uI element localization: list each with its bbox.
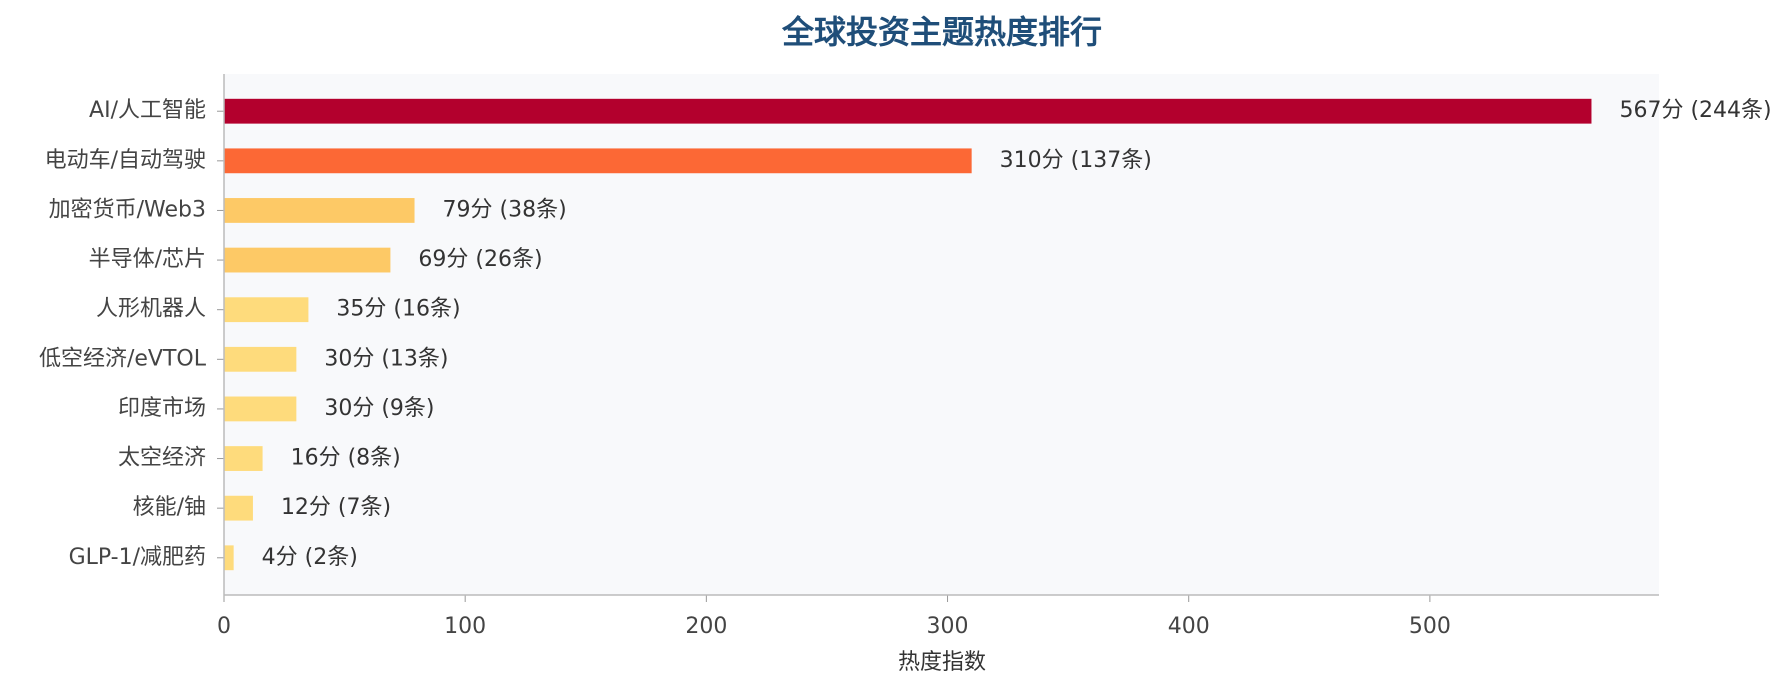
bar [224,545,234,571]
x-tick-label: 0 [217,614,231,639]
bar [224,98,1592,124]
y-tick-label: 半导体/芯片 [89,247,206,272]
y-tick-label: 低空经济/eVTOL [39,346,207,371]
bar [224,148,972,174]
x-tick-label: 100 [444,614,486,639]
value-label: 310分 (137条) [1000,148,1152,173]
value-label: 79分 (38条) [443,197,567,222]
y-tick-label: 人形机器人 [96,297,206,322]
x-tick-label: 500 [1409,614,1451,639]
y-tick-label: AI/人工智能 [89,98,206,123]
x-tick-label: 200 [685,614,727,639]
bar [224,446,263,471]
value-label: 16分 (8条) [291,446,401,471]
y-tick-label: 加密货币/Web3 [49,197,206,222]
value-label: 35分 (16条) [336,297,460,322]
x-tick-label: 300 [927,614,969,639]
value-label: 30分 (9条) [324,396,434,421]
bar [224,346,297,372]
bar [224,396,297,422]
bar [224,247,391,273]
y-tick-label: 电动车/自动驾驶 [45,148,206,173]
chart-title: 全球投资主题热度排行 [781,13,1102,51]
x-tick-label: 400 [1168,614,1210,639]
bar [224,495,253,521]
bar [224,297,309,323]
y-tick-label: 印度市场 [118,396,206,421]
y-tick-label: GLP-1/减肥药 [69,545,206,570]
y-tick-label: 核能/铀 [133,495,206,520]
value-label: 567分 (244条) [1619,98,1771,123]
x-axis-label: 热度指数 [898,650,986,675]
value-label: 12分 (7条) [281,495,391,520]
value-label: 30分 (13条) [324,346,448,371]
value-label: 69分 (26条) [418,247,542,272]
bar [224,198,415,223]
y-tick-label: 太空经济 [118,446,206,471]
value-label: 4分 (2条) [262,545,358,570]
